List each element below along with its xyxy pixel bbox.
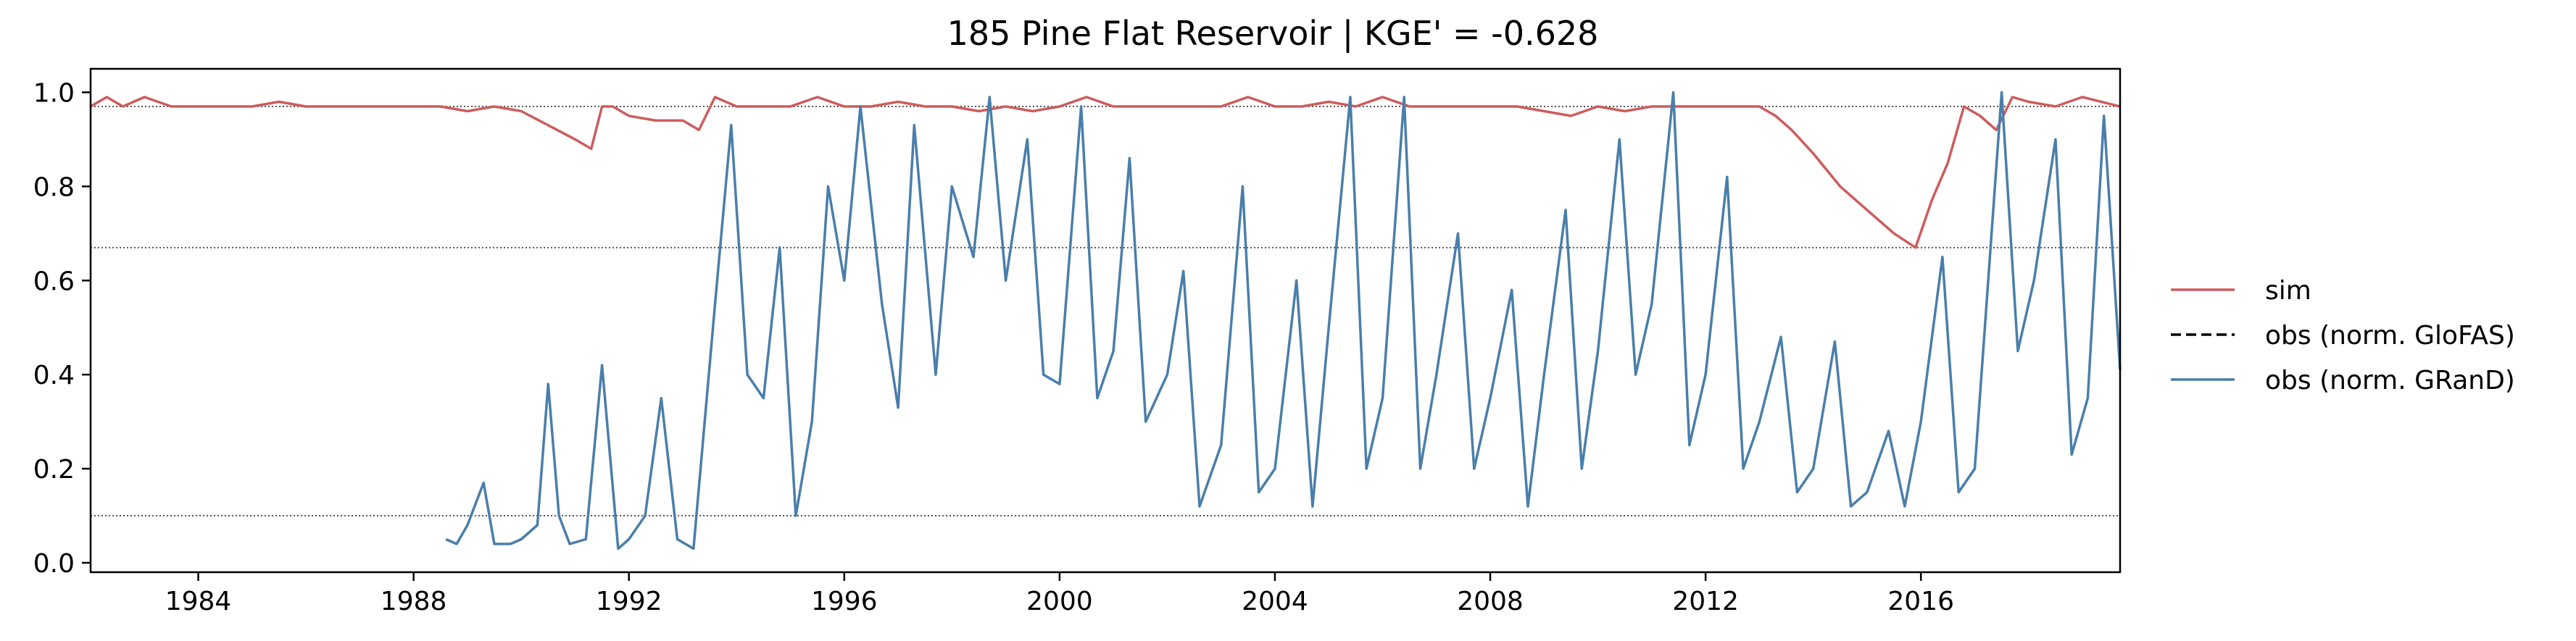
x-tick-label: 1992 [596,587,662,616]
x-tick-label: 2004 [1242,587,1308,616]
x-tick-label: 2000 [1026,587,1093,616]
plot-area [89,67,2122,574]
x-tick-label: 2008 [1457,587,1524,616]
x-tick-label: 2016 [1887,587,1954,616]
y-tick-label: 1.0 [33,78,75,108]
y-tick-label: 0.4 [33,361,75,390]
y-tick-label: 0.0 [33,549,75,579]
x-tick-label: 1988 [381,587,447,616]
series-line-obs-grand [445,91,2122,550]
x-tick-label: 2012 [1672,587,1739,616]
legend-label-1: obs (norm. GloFAS) [2265,321,2515,351]
plot-frame [91,69,2120,572]
legend-label-2: obs (norm. GRanD) [2265,366,2515,395]
y-tick-label: 0.6 [33,267,75,296]
series-line-sim [90,96,2121,249]
chart-title: 185 Pine Flat Reservoir | KGE' = -0.628 [947,14,1599,54]
x-tick-label: 1984 [165,587,232,616]
x-tick-label: 1996 [811,587,878,616]
y-tick-label: 0.2 [33,455,75,485]
y-axis: 0.0 0.2 0.4 0.6 0.8 1.0 [33,78,91,579]
x-axis: 1984 1988 1992 1996 2000 2004 2008 2012 2016 [165,572,1954,616]
plot-border [89,67,2122,574]
series-layer [90,91,2122,550]
legend-label-0: sim [2265,276,2311,306]
y-tick-label: 0.8 [33,172,75,202]
legend: sim obs (norm. GloFAS) obs (norm. GRanD) [2171,276,2515,395]
